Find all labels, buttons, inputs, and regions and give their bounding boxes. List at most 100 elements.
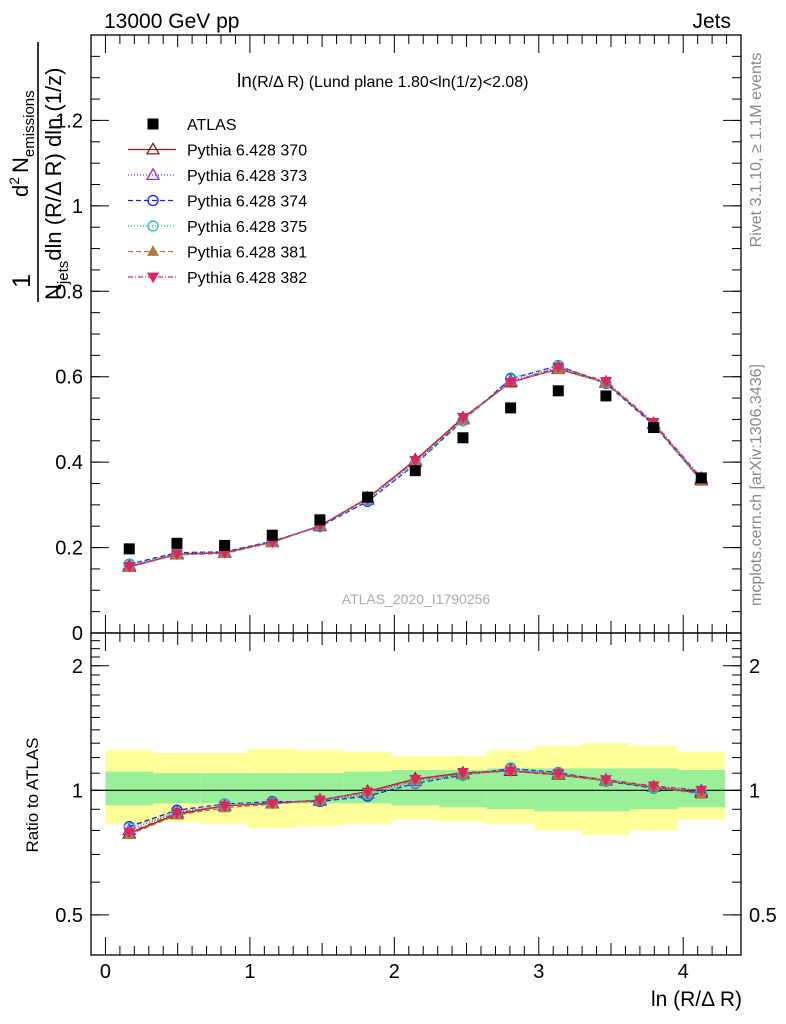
ratio-y-axis-label: Ratio to ATLAS bbox=[23, 738, 42, 853]
x-tick-label: 2 bbox=[389, 961, 400, 983]
legend-marker bbox=[145, 141, 161, 155]
ratio-ytick-label-right: 1 bbox=[749, 780, 760, 802]
main-ytick-label: 0.8 bbox=[55, 281, 83, 303]
ratio-ytick-label: 0.5 bbox=[55, 905, 83, 927]
ratio-band-stat bbox=[153, 773, 201, 804]
svg-text:1: 1 bbox=[8, 274, 36, 288]
ratio-marker-5 bbox=[504, 766, 517, 778]
main-panel: 0 0.2 0.4 0.6 0.8 1 1.2 bbox=[55, 34, 742, 645]
ylabel-nemis: N bbox=[8, 157, 33, 173]
atlas-data-point bbox=[600, 390, 612, 402]
atlas-data-point bbox=[314, 514, 326, 526]
legend-label: ATLAS bbox=[187, 117, 237, 134]
ratio-marker-5 bbox=[313, 795, 326, 807]
legend-marker bbox=[147, 220, 159, 232]
mcplots-text: mcplots.cern.ch [arXiv:1306.3436] bbox=[748, 364, 765, 606]
atlas-data-point bbox=[552, 385, 564, 397]
ylabel-njets-sub: jets bbox=[55, 261, 72, 285]
svg-text:d2Nemissions: d2 Nemissions bbox=[6, 90, 38, 197]
main-y-axis-label: 1 Njetsdln (R/Δ R) dln (1/z) d2 Nemission… bbox=[6, 42, 72, 302]
ylabel-d2-sup: 2 bbox=[6, 177, 22, 185]
header-right: Jets bbox=[692, 10, 731, 33]
ylabel-njets: N bbox=[41, 284, 66, 300]
ratio-ytick-label: 2 bbox=[72, 656, 83, 678]
plot-title-sub: (R/Δ R) bbox=[252, 74, 304, 91]
plot-title: ln(R/Δ R) (Lund plane 1.80<ln(1/z)<2.08) bbox=[237, 71, 528, 92]
ratio-marker-5 bbox=[695, 785, 708, 797]
atlas-data-point bbox=[266, 529, 278, 541]
main-ytick-label: 1.2 bbox=[55, 110, 83, 132]
ratio-bands bbox=[105, 743, 726, 835]
legend-marker bbox=[147, 118, 159, 130]
ratio-frame bbox=[90, 632, 742, 956]
ylabel-dln: dln (R/Δ R) dln (1/z) bbox=[41, 68, 66, 261]
main-ytick-label: 0.4 bbox=[55, 452, 83, 474]
series-marker-5 bbox=[409, 456, 422, 467]
legend-marker bbox=[147, 245, 159, 256]
atlas-data-point bbox=[505, 402, 517, 414]
ratio-panel: 0.5 0.5 1 1 2 2 bbox=[55, 632, 777, 956]
ratio-ytick-label-right: 2 bbox=[749, 656, 760, 678]
series-marker-5 bbox=[504, 377, 517, 389]
atlas-data-point bbox=[362, 491, 374, 503]
plot-title-rest: (Lund plane 1.80<ln(1/z)<2.08) bbox=[304, 74, 528, 91]
ratio-ticks: 0.5 0.5 1 1 2 2 bbox=[55, 640, 777, 956]
ylabel-one: 1 bbox=[8, 274, 36, 288]
series-marker-5 bbox=[218, 548, 231, 559]
legend-label: Pythia 6.428 373 bbox=[187, 168, 307, 185]
ratio-band-stat bbox=[105, 771, 154, 806]
ratio-marker-5 bbox=[170, 808, 183, 820]
x-tick-label: 0 bbox=[100, 961, 111, 983]
legend-label: Pythia 6.428 381 bbox=[187, 245, 307, 262]
plot-title-var: ln bbox=[237, 71, 252, 92]
ratio-marker-5 bbox=[599, 775, 612, 786]
ratio-marker-5 bbox=[647, 781, 660, 793]
main-ytick-label: 0.6 bbox=[55, 367, 83, 389]
main-ticks: 0 0.2 0.4 0.6 0.8 1 1.2 bbox=[55, 34, 741, 645]
svg-text:Njetsdln (R/Δ R) dln (1/z): Njetsdln (R/Δ R) dln (1/z) bbox=[41, 68, 72, 300]
legend-label: Pythia 6.428 370 bbox=[187, 143, 307, 160]
main-ytick-label: 0 bbox=[72, 623, 83, 645]
main-ytick-label: 1 bbox=[72, 196, 83, 218]
ratio-marker-5 bbox=[123, 827, 136, 839]
ratio-ytick-label-right: 0.5 bbox=[749, 905, 777, 927]
rivet-text: Rivet 3.1.10, ≥ 1.1M events bbox=[748, 53, 765, 248]
series-marker-5 bbox=[170, 549, 183, 561]
atlas-data-point bbox=[171, 537, 183, 549]
atlas-data-point bbox=[695, 472, 707, 484]
series-marker-5 bbox=[552, 362, 565, 374]
main-ytick-label: 0.2 bbox=[55, 538, 83, 560]
x-tick-label: 4 bbox=[678, 961, 689, 983]
header-left: 13000 GeV pp bbox=[104, 10, 239, 33]
ratio-series-layer bbox=[122, 762, 709, 839]
legend-label: Pythia 6.428 382 bbox=[187, 270, 307, 287]
ratio-marker-5 bbox=[552, 769, 565, 780]
legend-label: Pythia 6.428 374 bbox=[187, 194, 307, 211]
ylabel-nemis-sub: emissions bbox=[21, 90, 38, 157]
ratio-ytick-label: 1 bbox=[72, 780, 83, 802]
ylabel-d2: d bbox=[8, 185, 33, 197]
atlas-data-point bbox=[409, 465, 421, 477]
legend-label: Pythia 6.428 375 bbox=[187, 219, 307, 236]
ratio-marker-5 bbox=[409, 774, 422, 786]
x-tick-label: 1 bbox=[244, 961, 255, 983]
x-ticks: 0 1 2 3 4 bbox=[100, 35, 728, 983]
ratio-marker-5 bbox=[361, 787, 374, 799]
atlas-data-point bbox=[219, 539, 231, 551]
atlas-data-point bbox=[648, 422, 660, 434]
legend-marker bbox=[147, 272, 159, 284]
analysis-watermark: ATLAS_2020_I1790256 bbox=[342, 591, 491, 607]
atlas-data-point bbox=[123, 543, 135, 555]
series-marker-5 bbox=[123, 561, 136, 573]
ratio-marker-5 bbox=[266, 798, 279, 810]
ratio-marker-5 bbox=[456, 767, 469, 779]
ratio-marker-5 bbox=[218, 801, 231, 813]
legend: ATLAS Pythia 6.428 370 Pythia 6.428 373 Pyt… bbox=[128, 117, 307, 287]
series-marker-5 bbox=[599, 377, 612, 388]
series-marker-5 bbox=[456, 412, 469, 424]
x-tick-label: 3 bbox=[533, 961, 544, 983]
legend-marker bbox=[147, 194, 159, 207]
x-axis-label: ln (R/Δ R) bbox=[651, 988, 742, 1011]
legend-marker bbox=[145, 167, 161, 181]
